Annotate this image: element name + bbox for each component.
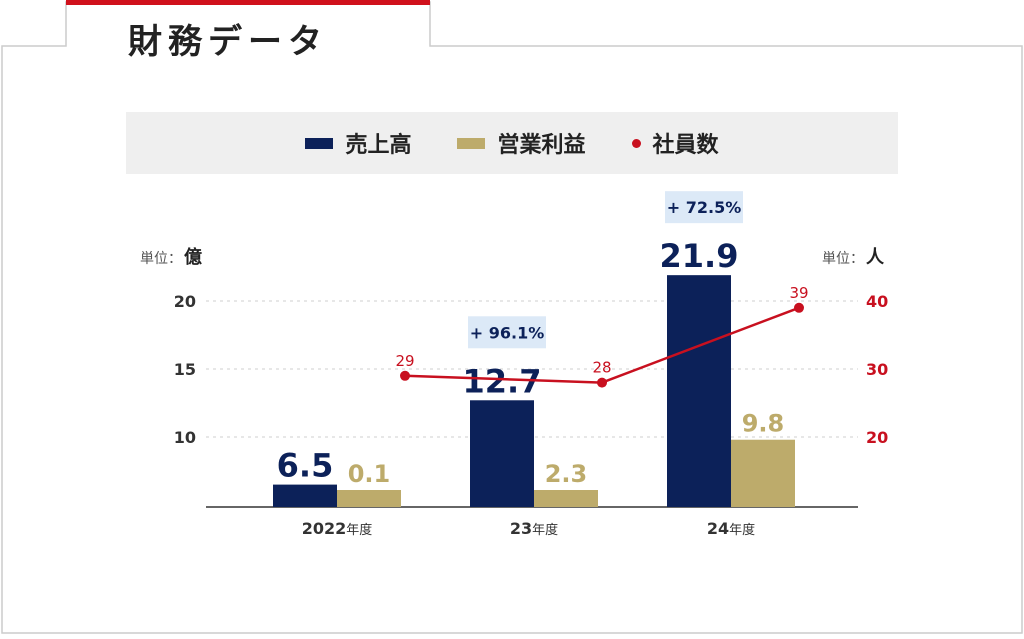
section-title: 財務データ	[128, 22, 328, 62]
bar-sales	[470, 400, 534, 507]
chart-legend: 売上高 営業利益 社員数	[126, 112, 898, 174]
y-left-tick-label: 10	[174, 428, 196, 447]
x-category-label: 23年度	[510, 519, 558, 538]
bar-profit	[534, 490, 598, 507]
bar-profit	[731, 439, 795, 507]
y-right-tick-label: 30	[866, 360, 888, 379]
left-unit-prefix: 単位：	[140, 251, 182, 267]
growth-badge	[468, 316, 546, 349]
employees-point	[597, 377, 607, 388]
y-right-tick-label: 40	[866, 292, 888, 311]
legend-label-profit: 営業利益	[497, 133, 586, 158]
left-unit-value: 億	[184, 247, 202, 268]
data-label-employees: 39	[789, 284, 808, 302]
employees-point	[794, 302, 804, 313]
growth-badge	[665, 191, 743, 224]
data-label-employees: 28	[592, 359, 611, 377]
right-unit-value: 人	[866, 247, 884, 268]
employees-point	[400, 370, 410, 381]
bar-profit	[337, 490, 401, 507]
y-left-tick-label: 20	[174, 292, 196, 311]
left-axis-unit: 単位：億	[140, 243, 202, 269]
data-label-profit: 2.3	[545, 460, 588, 488]
legend-item-employees: 社員数	[631, 127, 719, 159]
data-label-sales: 6.5	[277, 447, 334, 485]
legend-item-sales: 売上高	[305, 127, 411, 159]
growth-label: + 96.1%	[470, 323, 544, 342]
data-label-profit: 0.1	[348, 460, 391, 488]
bar-sales	[273, 484, 337, 507]
x-category-label: 2022年度	[302, 519, 373, 538]
legend-item-profit: 営業利益	[457, 127, 586, 159]
x-category-label: 24年度	[707, 519, 755, 538]
legend-swatch-employees	[631, 138, 641, 148]
tab-accent-bar	[66, 0, 430, 5]
y-right-tick-label: 20	[866, 428, 888, 447]
legend-swatch-sales	[305, 137, 334, 149]
bar-sales	[667, 275, 731, 507]
right-axis-unit: 単位：人	[822, 243, 884, 269]
y-left-tick-label: 15	[174, 360, 196, 379]
growth-label: + 72.5%	[667, 198, 741, 217]
legend-label-employees: 社員数	[652, 133, 719, 158]
right-unit-prefix: 単位：	[822, 251, 864, 267]
data-label-employees: 29	[395, 352, 414, 370]
legend-label-sales: 売上高	[345, 133, 412, 158]
data-label-profit: 9.8	[742, 410, 785, 438]
data-label-sales: 21.9	[660, 237, 739, 275]
legend-swatch-profit	[457, 137, 486, 149]
